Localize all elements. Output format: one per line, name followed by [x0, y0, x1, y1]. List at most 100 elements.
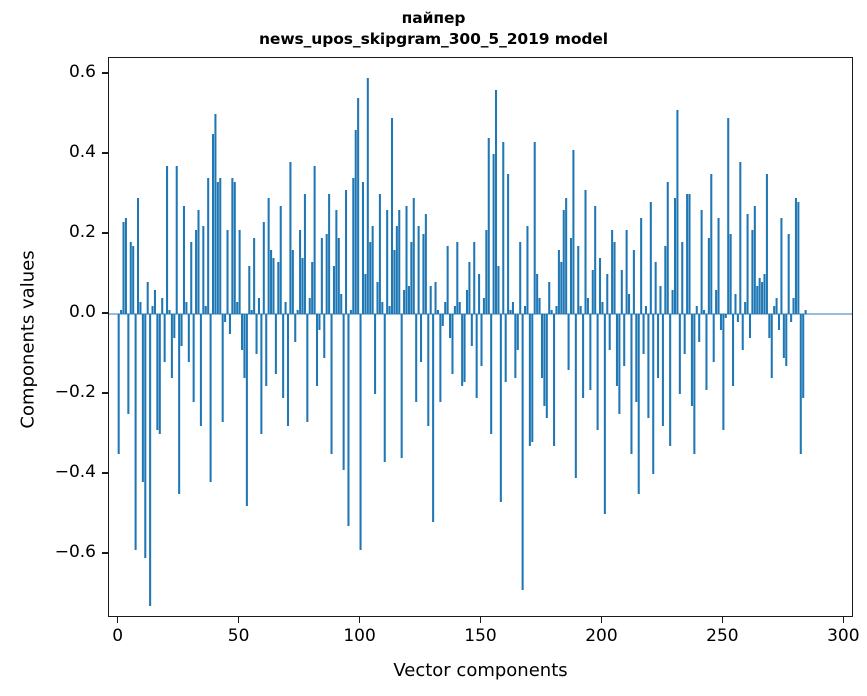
bar	[386, 210, 389, 314]
bar	[548, 282, 551, 314]
bar	[611, 230, 614, 314]
y-tick-mark	[102, 552, 108, 554]
bar	[792, 298, 795, 314]
bar	[224, 314, 227, 322]
bar	[231, 178, 234, 314]
chart-title-line-1: пайпер	[401, 9, 466, 27]
bar	[628, 294, 631, 314]
bar	[652, 314, 655, 474]
bar	[642, 314, 645, 354]
bar	[315, 314, 319, 386]
bar	[644, 306, 648, 314]
bar	[359, 314, 362, 550]
bar	[390, 118, 394, 314]
bar	[161, 298, 164, 314]
bar	[686, 194, 689, 314]
bar	[540, 314, 543, 378]
bar	[308, 298, 311, 314]
bar	[661, 314, 664, 426]
bar	[797, 202, 800, 314]
bar	[550, 310, 553, 314]
bar	[690, 314, 693, 406]
bar	[579, 306, 582, 314]
bar	[129, 242, 132, 314]
x-tick-label: 300	[827, 626, 860, 646]
bar	[485, 230, 488, 314]
plot-area	[108, 57, 853, 617]
bar	[695, 306, 698, 314]
bar	[209, 314, 212, 482]
bar	[170, 314, 173, 378]
bar	[204, 306, 207, 314]
bar	[582, 314, 585, 398]
bar	[444, 302, 447, 314]
bar	[137, 198, 140, 314]
bar	[482, 298, 485, 314]
bar	[732, 314, 735, 386]
bar	[241, 314, 244, 350]
x-tick-mark	[842, 617, 844, 623]
bar	[243, 314, 246, 378]
bar	[158, 314, 161, 434]
bar	[429, 286, 432, 314]
chart-title-line-2: news_upos_skipgram_300_5_2019 model	[258, 30, 609, 48]
bar	[640, 218, 643, 314]
bar	[347, 314, 350, 526]
bar	[620, 270, 623, 314]
bar	[734, 294, 737, 314]
bar	[245, 314, 248, 506]
bar	[415, 314, 418, 402]
bar	[313, 166, 316, 314]
bar	[562, 210, 565, 314]
bar	[345, 190, 348, 314]
bar	[337, 238, 340, 314]
x-tick-mark	[479, 617, 482, 623]
bar	[499, 314, 502, 502]
bar	[773, 306, 776, 314]
bar	[577, 246, 580, 314]
bar	[192, 314, 195, 402]
bar	[748, 314, 752, 338]
bar	[514, 314, 517, 378]
bar	[190, 242, 193, 314]
bar	[712, 314, 715, 362]
x-tick-mark	[358, 617, 361, 623]
bar-group	[117, 78, 807, 606]
bar	[567, 314, 570, 370]
bar	[623, 314, 626, 366]
bar	[649, 202, 652, 314]
bar	[727, 118, 730, 314]
bar	[446, 246, 449, 314]
bar	[574, 314, 577, 478]
bar	[681, 242, 684, 314]
bar	[219, 178, 222, 314]
bar	[216, 182, 219, 314]
bar	[199, 314, 202, 426]
bar	[257, 298, 260, 314]
bar	[722, 314, 725, 430]
bar	[144, 314, 147, 558]
bar	[543, 314, 546, 406]
bar	[211, 134, 215, 314]
bar	[182, 206, 186, 314]
bar	[250, 310, 253, 314]
bar	[671, 290, 674, 314]
bar	[618, 314, 621, 414]
bar	[465, 290, 469, 314]
bar	[744, 302, 747, 314]
y-tick-label: 0.4	[68, 142, 96, 162]
bar	[436, 310, 439, 314]
bar	[594, 206, 597, 314]
bar	[700, 210, 703, 314]
bar	[715, 290, 718, 314]
x-tick-label: 0	[112, 626, 124, 646]
bar	[516, 314, 519, 350]
bar	[383, 314, 386, 462]
bar	[303, 194, 306, 314]
bar	[282, 314, 285, 398]
bar	[400, 314, 403, 458]
bar	[553, 314, 556, 446]
y-tick-mark	[102, 72, 108, 74]
bar	[166, 166, 169, 314]
